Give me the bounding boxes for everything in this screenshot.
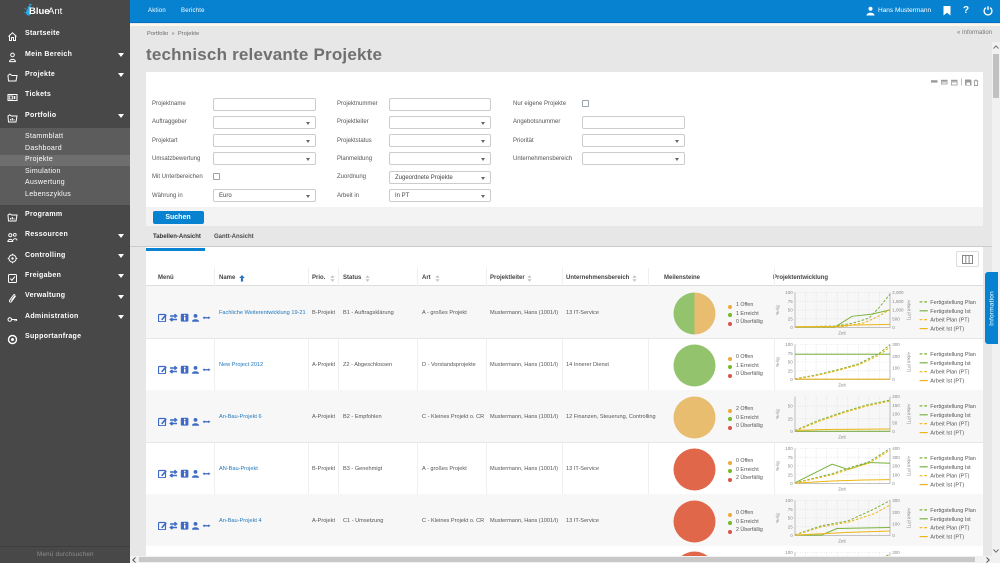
svg-text:100: 100 <box>785 498 793 503</box>
svg-text:300: 300 <box>892 498 900 503</box>
svg-text:50: 50 <box>788 308 794 313</box>
svg-text:50: 50 <box>788 360 794 365</box>
svg-text:%-tig: %-tig <box>775 513 780 523</box>
svg-text:25: 25 <box>788 316 794 321</box>
svg-text:Zeit: Zeit <box>838 487 846 492</box>
svg-text:100: 100 <box>892 521 900 526</box>
svg-text:0: 0 <box>790 481 793 486</box>
svg-text:200: 200 <box>892 510 900 515</box>
svg-text:Arbeit Ist (PT): Arbeit Ist (PT) <box>930 431 964 437</box>
svg-text:Fertigstellung Plan: Fertigstellung Plan <box>930 352 976 358</box>
svg-text:Arbeit (PT): Arbeit (PT) <box>907 508 912 529</box>
svg-text:0: 0 <box>892 533 895 538</box>
svg-text:Arbeit (PT): Arbeit (PT) <box>907 456 912 477</box>
svg-text:25: 25 <box>788 472 794 477</box>
svg-text:200: 200 <box>892 394 900 399</box>
svg-text:300: 300 <box>892 342 900 347</box>
svg-text:Arbeit Ist (PT): Arbeit Ist (PT) <box>930 483 964 489</box>
svg-text:Arbeit Ist (PT): Arbeit Ist (PT) <box>930 535 964 541</box>
svg-text:100: 100 <box>892 472 900 477</box>
svg-text:0: 0 <box>790 533 793 538</box>
svg-text:75: 75 <box>788 351 794 356</box>
svg-text:Zeit: Zeit <box>838 435 846 440</box>
svg-text:50: 50 <box>892 420 898 425</box>
svg-text:Arbeit (PT): Arbeit (PT) <box>907 404 912 425</box>
svg-text:Fertigstellung Ist: Fertigstellung Ist <box>930 413 971 419</box>
svg-text:100: 100 <box>785 550 793 555</box>
svg-text:100: 100 <box>892 412 900 417</box>
svg-text:%-tig: %-tig <box>775 461 780 471</box>
svg-text:Fertigstellung Plan: Fertigstellung Plan <box>930 456 976 462</box>
svg-text:0: 0 <box>892 377 895 382</box>
svg-text:Arbeit Plan (PT): Arbeit Plan (PT) <box>930 318 969 324</box>
svg-text:100: 100 <box>785 446 793 451</box>
svg-text:0: 0 <box>790 325 793 330</box>
svg-text:150: 150 <box>892 403 900 408</box>
svg-text:200: 200 <box>892 354 900 359</box>
svg-text:Fertigstellung Ist: Fertigstellung Ist <box>930 465 971 471</box>
svg-text:1,500: 1,500 <box>892 299 904 304</box>
svg-text:25: 25 <box>788 416 794 421</box>
svg-text:0: 0 <box>892 481 895 486</box>
svg-text:Arbeit Plan (PT): Arbeit Plan (PT) <box>930 370 969 376</box>
svg-text:Zeit: Zeit <box>838 539 846 544</box>
svg-text:25: 25 <box>788 368 794 373</box>
svg-text:Arbeit Ist (PT): Arbeit Ist (PT) <box>930 379 964 385</box>
svg-text:300: 300 <box>892 550 900 555</box>
svg-text:300: 300 <box>892 455 900 460</box>
svg-text:200: 200 <box>892 464 900 469</box>
svg-text:Arbeit (PT): Arbeit (PT) <box>907 300 912 321</box>
svg-text:Arbeit Ist (PT): Arbeit Ist (PT) <box>930 327 964 333</box>
svg-text:Arbeit Plan (PT): Arbeit Plan (PT) <box>930 526 969 532</box>
svg-text:50: 50 <box>788 404 794 409</box>
svg-text:2,000: 2,000 <box>892 290 904 295</box>
svg-text:100: 100 <box>785 290 793 295</box>
svg-text:Fertigstellung Plan: Fertigstellung Plan <box>930 300 976 306</box>
svg-text:50: 50 <box>788 464 794 469</box>
svg-text:1,000: 1,000 <box>892 308 904 313</box>
svg-text:0: 0 <box>790 377 793 382</box>
svg-text:Zeit: Zeit <box>838 383 846 388</box>
svg-text:%-tig: %-tig <box>775 357 780 367</box>
svg-text:25: 25 <box>788 524 794 529</box>
svg-text:%-tig: %-tig <box>775 305 780 315</box>
svg-text:Arbeit Plan (PT): Arbeit Plan (PT) <box>930 474 969 480</box>
svg-text:100: 100 <box>892 365 900 370</box>
svg-text:Arbeit (PT): Arbeit (PT) <box>907 352 912 373</box>
svg-text:0: 0 <box>790 429 793 434</box>
svg-text:500: 500 <box>892 316 900 321</box>
svg-text:100: 100 <box>785 342 793 347</box>
svg-text:0: 0 <box>892 325 895 330</box>
svg-text:400: 400 <box>892 446 900 451</box>
svg-text:%-tig: %-tig <box>775 409 780 419</box>
svg-text:Zeit: Zeit <box>838 331 846 336</box>
svg-text:75: 75 <box>788 455 794 460</box>
svg-text:Fertigstellung Plan: Fertigstellung Plan <box>930 508 976 514</box>
svg-text:75: 75 <box>788 507 794 512</box>
svg-text:0: 0 <box>892 429 895 434</box>
svg-text:50: 50 <box>788 516 794 521</box>
svg-text:Arbeit Plan (PT): Arbeit Plan (PT) <box>930 422 969 428</box>
svg-text:Fertigstellung Plan: Fertigstellung Plan <box>930 404 976 410</box>
svg-text:Fertigstellung Ist: Fertigstellung Ist <box>930 517 971 523</box>
svg-text:Fertigstellung Ist: Fertigstellung Ist <box>930 361 971 367</box>
svg-text:75: 75 <box>788 299 794 304</box>
svg-text:Fertigstellung Ist: Fertigstellung Ist <box>930 309 971 315</box>
